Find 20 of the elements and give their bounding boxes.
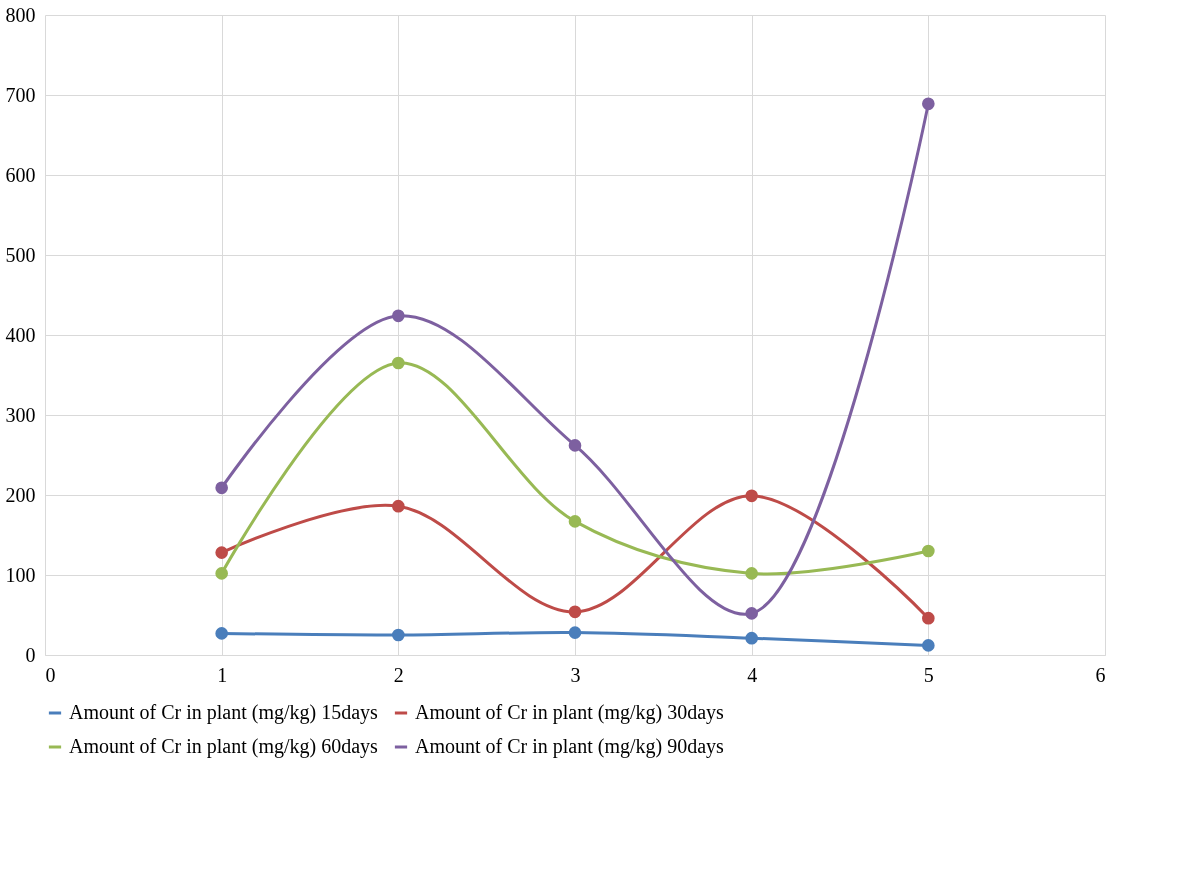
x-tick-label: 3 [570,663,581,686]
y-tick-label: 600 [5,163,36,186]
legend-label: Amount of Cr in plant (mg/kg) 30days [415,701,725,724]
y-tick-label: 500 [5,243,36,266]
x-tick-label: 5 [923,663,934,686]
x-tick-label: 2 [393,663,404,686]
y-tick-label: 0 [25,643,36,666]
x-tick-label: 0 [45,663,56,686]
y-tick-label: 300 [5,403,36,426]
y-tick-label: 800 [5,3,36,26]
x-tick-label: 1 [217,663,228,686]
legend-label: Amount of Cr in plant (mg/kg) 15days [69,701,379,724]
y-tick-label: 400 [5,323,36,346]
y-tick-label: 200 [5,483,36,506]
y-tick-label: 100 [5,563,36,586]
x-tick-label: 6 [1095,663,1106,686]
legend-label: Amount of Cr in plant (mg/kg) 90days [415,735,725,758]
legend-label: Amount of Cr in plant (mg/kg) 60days [69,735,379,758]
x-tick-label: 4 [747,663,758,686]
y-tick-label: 700 [5,83,36,106]
